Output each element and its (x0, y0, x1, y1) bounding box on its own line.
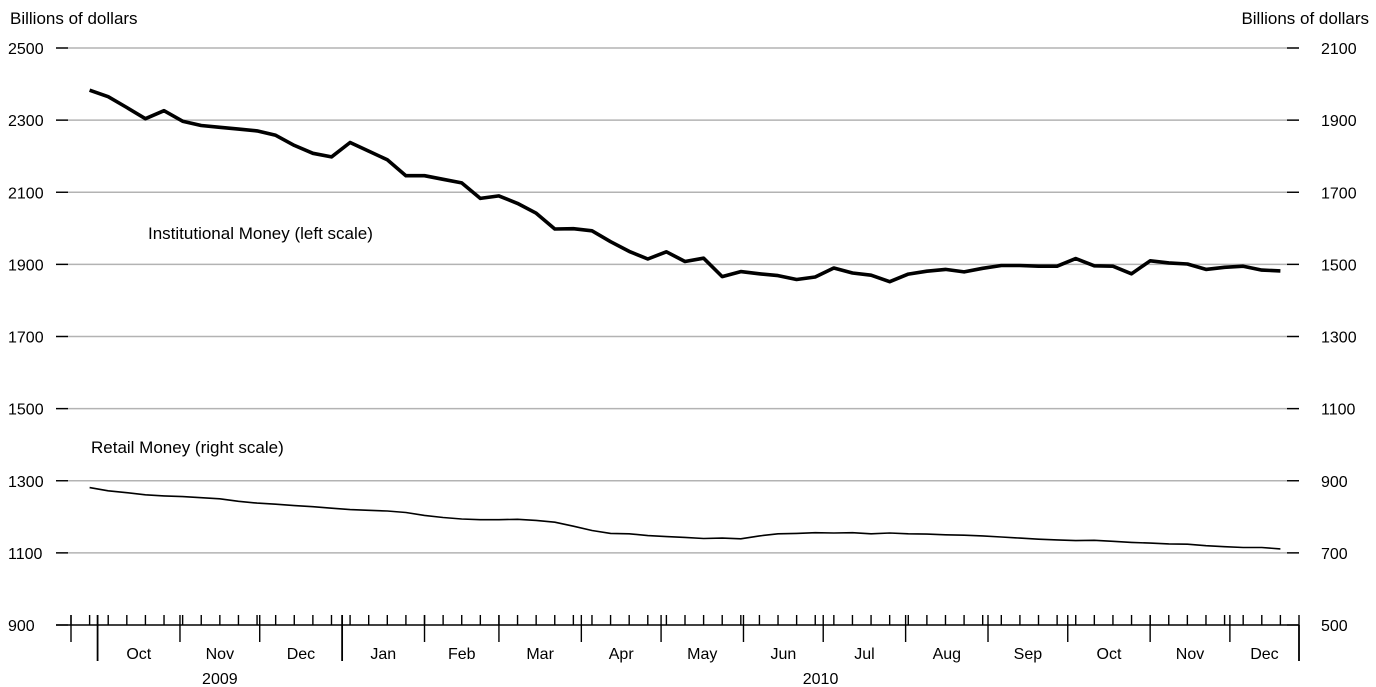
right-tick-label: 500 (1321, 618, 1348, 635)
year-label: 2010 (803, 671, 839, 687)
right-tick-label: 1900 (1321, 113, 1357, 130)
month-label: Oct (1097, 646, 1122, 663)
month-label: Nov (206, 646, 234, 663)
month-label: Jul (854, 646, 874, 663)
month-label: May (687, 646, 717, 663)
left-tick-label: 900 (8, 618, 35, 635)
left-tick-label: 2500 (8, 41, 44, 58)
retail-series-label: Retail Money (right scale) (91, 438, 284, 457)
month-label: Oct (126, 646, 151, 663)
month-label: Sep (1014, 646, 1043, 663)
month-label: Mar (526, 646, 554, 663)
right-axis-unit-label: Billions of dollars (1241, 9, 1369, 28)
left-tick-label: 1100 (8, 546, 43, 563)
series-layer (89, 88, 1281, 550)
retail-money-line (89, 486, 1281, 550)
right-tick-label: 1100 (1321, 402, 1356, 419)
right-tick-label: 2100 (1321, 41, 1357, 58)
month-label: Nov (1176, 646, 1204, 663)
left-tick-label: 2300 (8, 113, 44, 130)
month-label: Dec (1250, 646, 1278, 663)
month-label: Apr (609, 646, 635, 663)
left-tick-label: 1700 (8, 330, 44, 347)
left-tick-label: 1900 (8, 257, 44, 274)
right-tick-label: 1700 (1321, 185, 1357, 202)
right-tick-label: 1300 (1321, 330, 1357, 347)
institutional-money-line (89, 88, 1281, 284)
x-axis: Oct Nov Dec Jan Feb Mar Apr May Jun Jul Aug Sep Oct N… (56, 615, 1300, 687)
right-tick-label: 900 (1321, 474, 1348, 491)
month-label: Jan (370, 646, 396, 663)
right-axis: 500 700 900 1100 1300 1500 1700 1900 2100 (1287, 41, 1357, 635)
month-label: Jun (770, 646, 796, 663)
right-tick-label: 700 (1321, 546, 1348, 563)
month-label: Dec (287, 646, 315, 663)
institutional-series-label: Institutional Money (left scale) (148, 224, 373, 243)
left-tick-label: 2100 (8, 185, 44, 202)
month-label: Feb (448, 646, 476, 663)
month-label: Aug (933, 646, 961, 663)
left-tick-label: 1300 (8, 474, 44, 491)
left-axis-unit-label: Billions of dollars (10, 9, 138, 28)
right-tick-label: 1500 (1321, 257, 1357, 274)
left-axis: 900 1100 1300 1500 1700 1900 2100 2300 2500 (8, 41, 68, 635)
gridlines (56, 47, 1299, 554)
left-tick-label: 1500 (8, 402, 44, 419)
year-label: 2009 (202, 671, 238, 687)
